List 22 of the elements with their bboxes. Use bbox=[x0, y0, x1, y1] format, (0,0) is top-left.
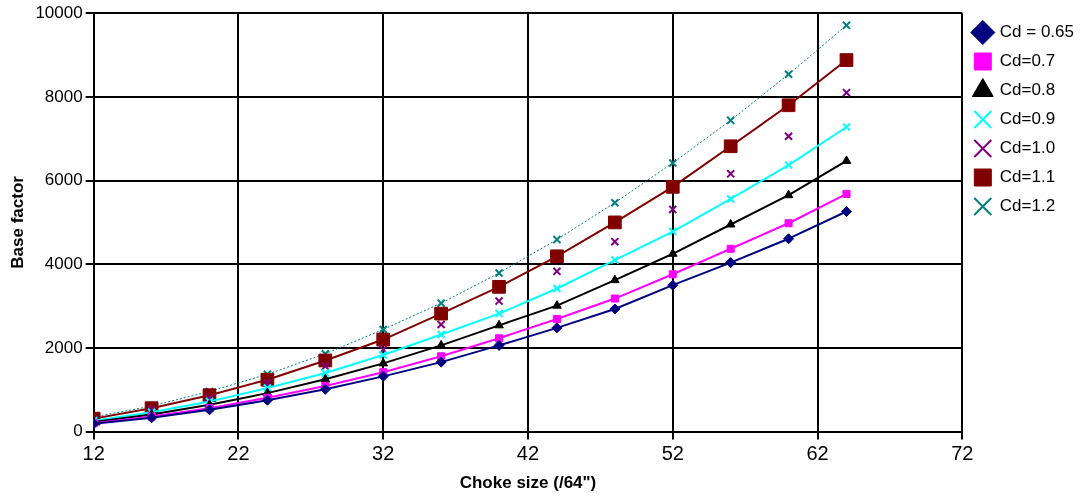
y-tick-label: 2000 bbox=[44, 337, 83, 357]
legend-label: Cd = 0.65 bbox=[999, 22, 1075, 42]
y-tick-label: 8000 bbox=[44, 86, 83, 106]
legend-label: Cd=1.2 bbox=[999, 196, 1056, 216]
y-tick-label: 10000 bbox=[35, 2, 83, 22]
legend-label: Cd=1.1 bbox=[999, 167, 1056, 187]
y-tick-label: 6000 bbox=[44, 170, 83, 190]
x-tick-label: 12 bbox=[82, 442, 105, 465]
legend-label: Cd=0.8 bbox=[999, 80, 1056, 100]
x-tick-label: 42 bbox=[516, 442, 540, 465]
x-tick-label: 72 bbox=[951, 442, 974, 465]
y-axis-title: Base factor bbox=[7, 175, 27, 269]
x-tick-label: 32 bbox=[372, 442, 395, 465]
x-tick-label: 52 bbox=[661, 442, 684, 465]
x-tick-label: 62 bbox=[806, 442, 829, 465]
legend-label: Cd=0.7 bbox=[999, 51, 1056, 71]
y-tick-label: 0 bbox=[73, 421, 83, 441]
x-axis-title: Choke size (/64") bbox=[459, 473, 597, 493]
legend-label: Cd=1.0 bbox=[999, 138, 1056, 158]
legend-label: Cd=0.9 bbox=[999, 109, 1056, 129]
y-tick-label: 4000 bbox=[44, 253, 83, 273]
x-tick-label: 22 bbox=[227, 442, 250, 465]
